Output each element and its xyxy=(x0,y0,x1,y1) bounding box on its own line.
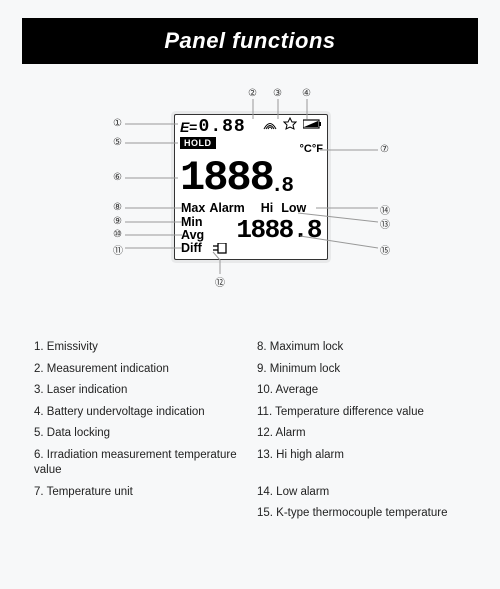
legend-list: 1. Emissivity 2. Measurement indication … xyxy=(0,334,500,522)
label-hi: Hi xyxy=(261,201,274,215)
label-low: Low xyxy=(281,201,306,215)
top-icons xyxy=(263,117,323,131)
unit-fahrenheit: °F xyxy=(312,143,323,155)
label-avg: Avg xyxy=(181,228,204,242)
callout-5: ⑤ xyxy=(113,137,122,148)
legend-item-14: 14. Low alarm xyxy=(257,485,466,501)
callout-13: ⑬ xyxy=(380,216,390,231)
unit-celsius: °C xyxy=(300,143,312,155)
callout-7: ⑦ xyxy=(380,144,389,155)
legend-item-1: 1. Emissivity xyxy=(34,340,243,356)
legend-item-4: 4. Battery undervoltage indication xyxy=(34,405,243,421)
callout-12: ⑫ xyxy=(215,274,225,289)
secondary-reading: 1888.8 xyxy=(236,215,321,245)
label-alarm: Alarm xyxy=(209,201,244,215)
page-title: Panel functions xyxy=(164,28,335,53)
legend-item-7: 7. Temperature unit xyxy=(34,485,243,501)
legend-item-5: 5. Data locking xyxy=(34,426,243,442)
hold-badge: HOLD xyxy=(180,137,216,149)
legend-item-13: 13. Hi high alarm xyxy=(257,448,466,479)
legend-item-2: 2. Measurement indication xyxy=(34,362,243,378)
battery-icon xyxy=(303,119,323,129)
legend-item-3: 3. Laser indication xyxy=(34,383,243,399)
legend-item-9: 9. Minimum lock xyxy=(257,362,466,378)
legend-item-8: 8. Maximum lock xyxy=(257,340,466,356)
main-decimal: .8 xyxy=(271,176,292,197)
callout-3: ③ xyxy=(273,88,282,99)
callout-1: ① xyxy=(113,118,122,129)
thermocouple-plug-icon xyxy=(213,243,227,255)
callout-9: ⑨ xyxy=(113,216,122,227)
main-reading: 1888.8 xyxy=(180,157,322,199)
lcd-panel: E= 0.88 HOLD °C°F xyxy=(174,114,328,260)
row-max-alarm: Max Alarm Hi Low xyxy=(181,201,322,215)
callout-14: ⑭ xyxy=(380,202,390,217)
temperature-unit: °C°F xyxy=(300,143,323,155)
label-max: Max xyxy=(181,201,205,215)
emissivity-prefix: E= xyxy=(180,119,197,135)
title-bar: Panel functions xyxy=(22,18,478,64)
legend-item-15: 15. K-type thermocouple temperature xyxy=(257,506,466,522)
label-min: Min xyxy=(181,215,203,229)
callout-10: ⑩ xyxy=(113,229,122,240)
callout-8: ⑧ xyxy=(113,202,122,213)
emissivity-value: 0.88 xyxy=(199,117,246,137)
legend-item-6: 6. Irradiation measurement temperature v… xyxy=(34,448,243,479)
callout-15: ⑮ xyxy=(380,242,390,257)
label-diff: Diff xyxy=(181,241,202,255)
main-digits: 1888 xyxy=(180,157,273,199)
measurement-icon xyxy=(263,118,277,130)
callout-6: ⑥ xyxy=(113,172,122,183)
legend-item-12: 12. Alarm xyxy=(257,426,466,442)
legend-item-11: 11. Temperature difference value xyxy=(257,405,466,421)
legend-item-10: 10. Average xyxy=(257,383,466,399)
laser-icon xyxy=(283,117,297,131)
diagram-area: E= 0.88 HOLD °C°F xyxy=(0,64,500,334)
callout-2: ② xyxy=(248,88,257,99)
callout-4: ④ xyxy=(302,88,311,99)
callout-11: ⑪ xyxy=(113,242,123,257)
